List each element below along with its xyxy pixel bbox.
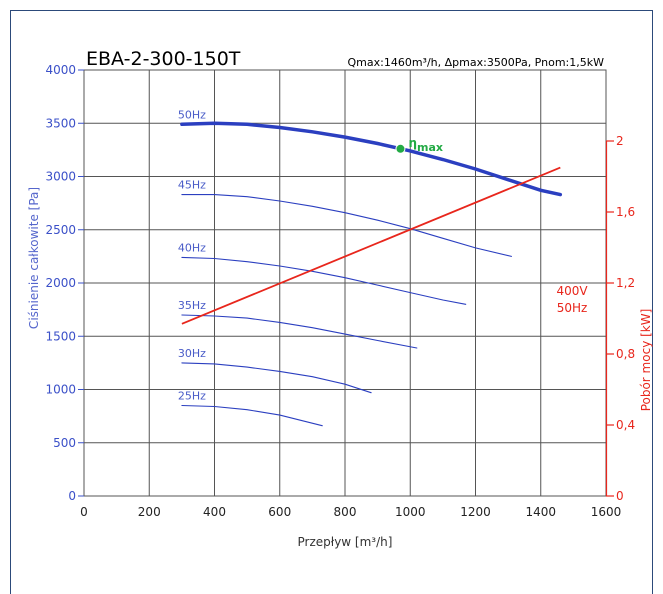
axis-ticks: 0 200 400 600 800 1000 1200 1400 1600 0 500 1000 150… bbox=[45, 63, 635, 519]
power-curve bbox=[181, 166, 561, 325]
frame-border bbox=[10, 10, 653, 594]
x-tick-label: 800 bbox=[334, 505, 357, 519]
eta-max-group: ηmax bbox=[395, 136, 443, 154]
grid bbox=[84, 70, 606, 496]
pressure-curve-35Hz bbox=[181, 314, 418, 349]
chart-specs: Qmax:1460m³/h, Δpmax:3500Pa, Pnom:1,5kW bbox=[348, 56, 605, 69]
curve-label-35Hz: 35Hz bbox=[178, 299, 206, 312]
y2-axis-label: Pobór mocy [kW] bbox=[639, 309, 653, 412]
x-tick-label: 400 bbox=[203, 505, 226, 519]
curve-label-50Hz: 50Hz bbox=[178, 108, 206, 121]
y-tick-label: 0 bbox=[68, 489, 76, 503]
chart-title: EBA-2-300-150T bbox=[86, 48, 241, 70]
curve-label-30Hz: 30Hz bbox=[178, 347, 206, 360]
pressure-curve-40Hz bbox=[181, 256, 467, 305]
curve-label-40Hz: 40Hz bbox=[178, 241, 206, 254]
x-axis-label: Przepływ [m³/h] bbox=[298, 535, 393, 549]
y2-tick-label: 1,6 bbox=[616, 205, 635, 219]
y2-tick-label: 0,4 bbox=[616, 418, 635, 432]
y2-tick-label: 1,2 bbox=[616, 276, 635, 290]
y-tick-label: 2000 bbox=[45, 276, 76, 290]
eta-max-label: ηmax bbox=[408, 136, 443, 154]
x-tick-label: 1400 bbox=[525, 505, 556, 519]
y-tick-label: 1000 bbox=[45, 383, 76, 397]
pressure-curve-50Hz bbox=[180, 121, 563, 197]
pressure-curve-45Hz bbox=[181, 194, 512, 257]
y2-tick-label: 2 bbox=[616, 134, 624, 148]
power-label-voltage: 400V bbox=[556, 284, 588, 298]
y-tick-label: 3000 bbox=[45, 170, 76, 184]
y-tick-label: 4000 bbox=[45, 63, 76, 77]
curve-label-25Hz: 25Hz bbox=[178, 389, 206, 402]
x-tick-label: 600 bbox=[268, 505, 291, 519]
y2-tick-label: 0 bbox=[616, 489, 624, 503]
y-tick-label: 1500 bbox=[45, 329, 76, 343]
y-tick-label: 2500 bbox=[45, 223, 76, 237]
pressure-curve-25Hz bbox=[181, 404, 323, 427]
y-tick-label: 3500 bbox=[45, 116, 76, 130]
curve-label-45Hz: 45Hz bbox=[178, 179, 206, 192]
eta-max-point bbox=[395, 143, 406, 154]
x-tick-label: 1000 bbox=[395, 505, 426, 519]
pressure-curve-30Hz bbox=[181, 362, 372, 394]
power-curve-group bbox=[181, 166, 561, 325]
power-label-freq: 50Hz bbox=[557, 301, 588, 315]
y-tick-label: 500 bbox=[53, 436, 76, 450]
x-tick-label: 200 bbox=[138, 505, 161, 519]
pressure-curves: 50Hz 45Hz 40Hz 35Hz 30Hz 25Hz bbox=[178, 108, 563, 427]
y2-tick-label: 0,8 bbox=[616, 347, 635, 361]
x-tick-label: 1600 bbox=[591, 505, 622, 519]
y-axis-label: Ciśnienie całkowite [Pa] bbox=[27, 187, 41, 329]
x-tick-label: 0 bbox=[80, 505, 88, 519]
x-tick-label: 1200 bbox=[460, 505, 491, 519]
